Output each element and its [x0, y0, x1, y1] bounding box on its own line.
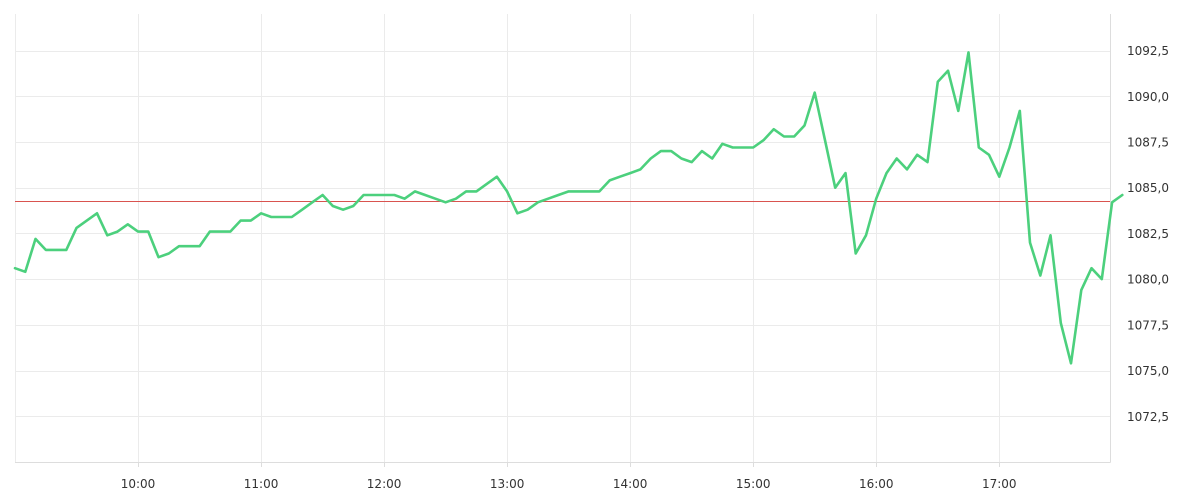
y-tick-label: 1092,5 — [1127, 44, 1169, 58]
x-tick-label: 17:00 — [982, 477, 1017, 491]
x-tick-label: 13:00 — [490, 477, 525, 491]
y-tick-label: 1077,5 — [1127, 318, 1169, 332]
x-tick-label: 10:00 — [121, 477, 156, 491]
y-tick-label: 1082,5 — [1127, 227, 1169, 241]
grid — [15, 14, 1110, 462]
x-tick-label: 14:00 — [613, 477, 648, 491]
y-tick-label: 1085,0 — [1127, 181, 1169, 195]
series-layer — [13, 51, 1124, 365]
x-tick-label: 16:00 — [859, 477, 894, 491]
x-tick-label: 12:00 — [367, 477, 402, 491]
y-tick-label: 1087,5 — [1127, 136, 1169, 150]
tick-labels: 10:00 11:00 12:00 13:00 14:00 15:00 16:00 17:00… — [121, 44, 1169, 491]
x-tick-label: 15:00 — [736, 477, 771, 491]
x-tick-label: 11:00 — [244, 477, 279, 491]
y-tick-label: 1075,0 — [1127, 364, 1169, 378]
series-line — [13, 51, 1124, 365]
axes — [15, 14, 1111, 467]
y-tick-label: 1072,5 — [1127, 410, 1169, 424]
y-tick-label: 1090,0 — [1127, 90, 1169, 104]
y-tick-label: 1080,0 — [1127, 273, 1169, 287]
